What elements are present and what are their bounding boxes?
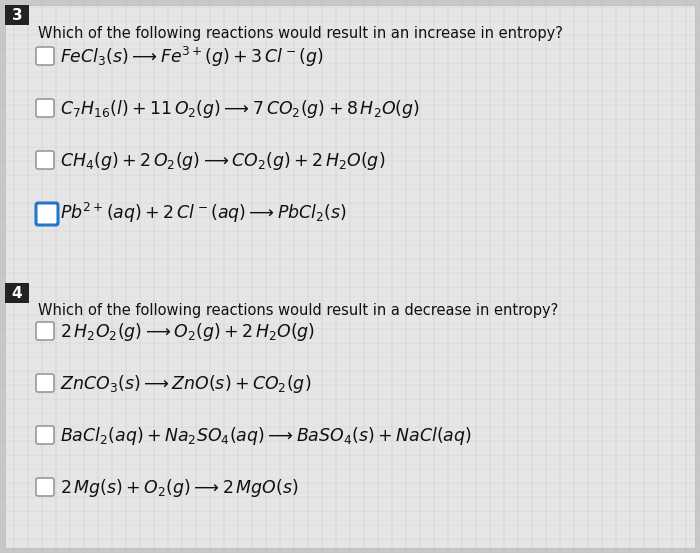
Text: $\mathit{Pb^{2+}(aq) + 2\,Cl^-(aq) \longrightarrow PbCl_2(s)}$: $\mathit{Pb^{2+}(aq) + 2\,Cl^-(aq) \long… <box>60 201 347 225</box>
FancyBboxPatch shape <box>36 426 54 444</box>
Text: $\mathit{BaCl_2(aq) + Na_2SO_4(aq) \longrightarrow BaSO_4(s) + NaCl(aq)}$: $\mathit{BaCl_2(aq) + Na_2SO_4(aq) \long… <box>60 425 472 447</box>
Text: Which of the following reactions would result in a decrease in entropy?: Which of the following reactions would r… <box>38 303 559 318</box>
FancyBboxPatch shape <box>36 322 54 340</box>
FancyBboxPatch shape <box>5 5 695 548</box>
Text: 4: 4 <box>12 285 22 300</box>
FancyBboxPatch shape <box>36 151 54 169</box>
Text: $\mathit{ZnCO_3(s) \longrightarrow ZnO(s) + CO_2(g)}$: $\mathit{ZnCO_3(s) \longrightarrow ZnO(s… <box>60 373 312 395</box>
Text: $\mathit{C_7H_{16}(l) + 11\,O_2(g) \longrightarrow 7\,CO_2(g) + 8\,H_2O(g)}$: $\mathit{C_7H_{16}(l) + 11\,O_2(g) \long… <box>60 98 420 120</box>
Text: $\mathit{FeCl_3(s) \longrightarrow Fe^{3+}(g) + 3\,Cl^-(g)}$: $\mathit{FeCl_3(s) \longrightarrow Fe^{3… <box>60 45 323 69</box>
Bar <box>5 283 29 303</box>
FancyBboxPatch shape <box>36 203 58 225</box>
FancyBboxPatch shape <box>36 478 54 496</box>
Text: $\mathit{2\,Mg(s) + O_2(g) \longrightarrow 2\,MgO(s)}$: $\mathit{2\,Mg(s) + O_2(g) \longrightarr… <box>60 477 299 499</box>
Text: $\mathit{2\,H_2O_2(g) \longrightarrow O_2(g) + 2\,H_2O(g)}$: $\mathit{2\,H_2O_2(g) \longrightarrow O_… <box>60 321 315 343</box>
Text: Which of the following reactions would result in an increase in entropy?: Which of the following reactions would r… <box>38 26 563 41</box>
FancyBboxPatch shape <box>36 374 54 392</box>
Text: $\mathit{CH_4(g) + 2\,O_2(g) \longrightarrow CO_2(g) + 2\,H_2O(g)}$: $\mathit{CH_4(g) + 2\,O_2(g) \longrighta… <box>60 150 385 172</box>
FancyBboxPatch shape <box>36 47 54 65</box>
Text: 3: 3 <box>12 8 22 23</box>
FancyBboxPatch shape <box>36 99 54 117</box>
Bar <box>5 5 29 25</box>
